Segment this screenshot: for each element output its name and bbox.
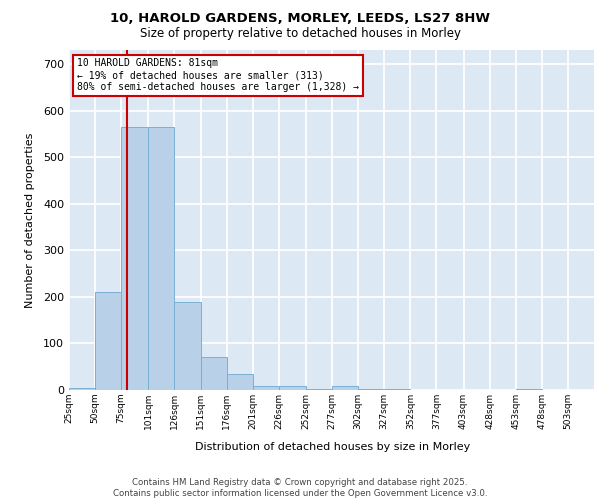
- Text: Size of property relative to detached houses in Morley: Size of property relative to detached ho…: [139, 28, 461, 40]
- Bar: [332, 386, 358, 390]
- Bar: [516, 388, 542, 390]
- Bar: [95, 292, 121, 390]
- Bar: [121, 127, 148, 390]
- Text: 10 HAROLD GARDENS: 81sqm
← 19% of detached houses are smaller (313)
80% of semi-: 10 HAROLD GARDENS: 81sqm ← 19% of detach…: [77, 58, 359, 92]
- Bar: [384, 388, 410, 390]
- Bar: [358, 388, 384, 390]
- Text: 10, HAROLD GARDENS, MORLEY, LEEDS, LS27 8HW: 10, HAROLD GARDENS, MORLEY, LEEDS, LS27 …: [110, 12, 490, 26]
- Bar: [175, 302, 200, 390]
- Bar: [148, 127, 175, 390]
- Bar: [200, 358, 227, 390]
- Text: Contains HM Land Registry data © Crown copyright and database right 2025.
Contai: Contains HM Land Registry data © Crown c…: [113, 478, 487, 498]
- Bar: [279, 386, 306, 390]
- Bar: [306, 388, 332, 390]
- Text: Distribution of detached houses by size in Morley: Distribution of detached houses by size …: [196, 442, 470, 452]
- Bar: [253, 386, 279, 390]
- Bar: [227, 374, 253, 390]
- Y-axis label: Number of detached properties: Number of detached properties: [25, 132, 35, 308]
- Bar: [69, 388, 95, 390]
